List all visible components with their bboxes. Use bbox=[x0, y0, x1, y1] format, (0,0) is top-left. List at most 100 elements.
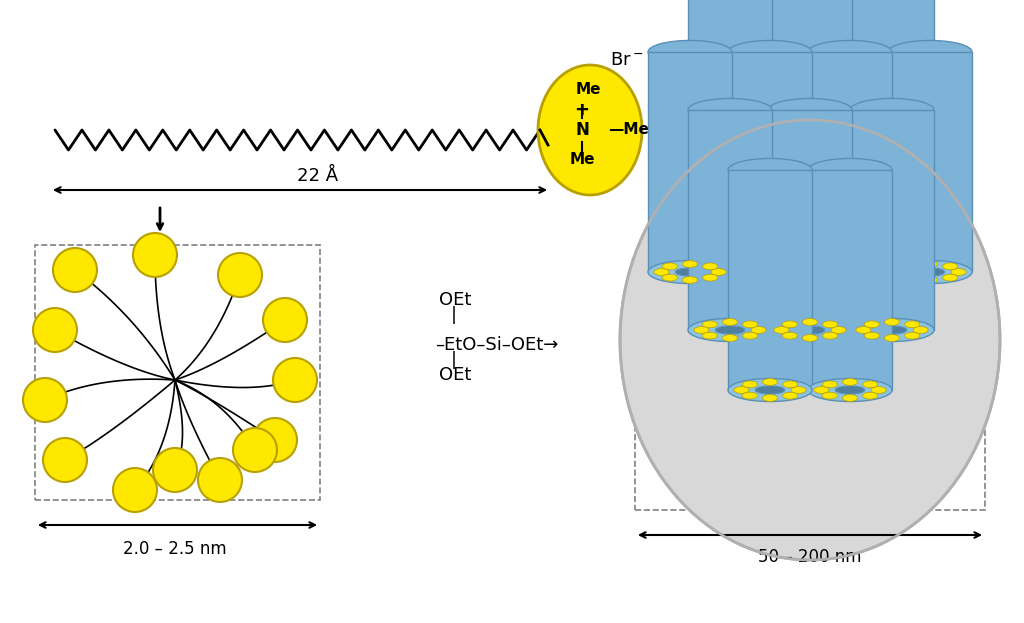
Ellipse shape bbox=[836, 268, 864, 276]
Bar bbox=[850, 0, 934, 215]
Ellipse shape bbox=[951, 269, 966, 275]
Ellipse shape bbox=[763, 394, 777, 401]
Ellipse shape bbox=[742, 217, 758, 224]
Bar bbox=[808, 52, 892, 272]
Ellipse shape bbox=[902, 274, 918, 281]
Ellipse shape bbox=[885, 204, 899, 211]
Ellipse shape bbox=[904, 217, 920, 224]
Ellipse shape bbox=[943, 263, 957, 270]
Ellipse shape bbox=[702, 217, 718, 224]
Text: —Me: —Me bbox=[608, 123, 649, 138]
Ellipse shape bbox=[803, 318, 817, 325]
Ellipse shape bbox=[756, 268, 784, 276]
Ellipse shape bbox=[822, 392, 838, 399]
Ellipse shape bbox=[716, 211, 744, 219]
Ellipse shape bbox=[862, 263, 878, 270]
Ellipse shape bbox=[888, 260, 972, 283]
Circle shape bbox=[233, 428, 278, 472]
Circle shape bbox=[253, 418, 297, 462]
Ellipse shape bbox=[782, 392, 798, 399]
Ellipse shape bbox=[768, 204, 852, 227]
Text: 2.0 – 2.5 nm: 2.0 – 2.5 nm bbox=[758, 38, 862, 56]
Ellipse shape bbox=[763, 379, 777, 386]
Ellipse shape bbox=[913, 212, 928, 219]
Ellipse shape bbox=[822, 206, 838, 212]
Ellipse shape bbox=[796, 211, 824, 219]
Ellipse shape bbox=[822, 321, 838, 328]
Ellipse shape bbox=[803, 219, 817, 226]
Ellipse shape bbox=[862, 381, 878, 388]
Ellipse shape bbox=[796, 326, 824, 334]
Ellipse shape bbox=[822, 332, 838, 339]
Ellipse shape bbox=[822, 381, 838, 388]
Ellipse shape bbox=[702, 263, 718, 270]
Text: |: | bbox=[451, 306, 457, 324]
Ellipse shape bbox=[782, 217, 798, 224]
Text: –EtO–Si–OEt→: –EtO–Si–OEt→ bbox=[435, 336, 558, 354]
Bar bbox=[888, 52, 972, 272]
Ellipse shape bbox=[923, 260, 938, 267]
Ellipse shape bbox=[814, 269, 829, 275]
Ellipse shape bbox=[688, 98, 772, 121]
Ellipse shape bbox=[808, 158, 892, 181]
Bar bbox=[768, 110, 852, 330]
Ellipse shape bbox=[716, 326, 744, 334]
Bar bbox=[808, 170, 892, 390]
Ellipse shape bbox=[782, 206, 798, 212]
Ellipse shape bbox=[885, 219, 899, 226]
Ellipse shape bbox=[728, 40, 812, 64]
Circle shape bbox=[263, 298, 307, 342]
Ellipse shape bbox=[711, 269, 726, 275]
Text: Me: Me bbox=[575, 82, 601, 98]
Ellipse shape bbox=[538, 65, 642, 195]
Bar bbox=[648, 52, 732, 272]
Text: N: N bbox=[575, 121, 589, 139]
Ellipse shape bbox=[822, 217, 838, 224]
Ellipse shape bbox=[723, 219, 737, 226]
Ellipse shape bbox=[702, 206, 718, 212]
Ellipse shape bbox=[751, 212, 766, 219]
Circle shape bbox=[43, 438, 87, 482]
Ellipse shape bbox=[688, 318, 772, 341]
Ellipse shape bbox=[878, 326, 906, 334]
Ellipse shape bbox=[620, 120, 1000, 560]
Circle shape bbox=[23, 378, 67, 422]
Ellipse shape bbox=[843, 379, 857, 386]
Circle shape bbox=[33, 308, 77, 352]
Ellipse shape bbox=[702, 274, 718, 281]
Ellipse shape bbox=[654, 269, 669, 275]
Ellipse shape bbox=[682, 277, 697, 283]
Bar bbox=[35, 245, 319, 500]
Ellipse shape bbox=[904, 206, 920, 212]
Ellipse shape bbox=[723, 335, 737, 341]
Text: |: | bbox=[451, 351, 457, 369]
Ellipse shape bbox=[871, 269, 886, 275]
Bar bbox=[768, 0, 852, 215]
Ellipse shape bbox=[742, 274, 758, 281]
Ellipse shape bbox=[742, 263, 758, 270]
Ellipse shape bbox=[843, 277, 857, 283]
Bar bbox=[688, 110, 772, 330]
Ellipse shape bbox=[702, 332, 718, 339]
Bar bbox=[688, 0, 772, 215]
Ellipse shape bbox=[808, 40, 892, 64]
Ellipse shape bbox=[675, 268, 705, 276]
Ellipse shape bbox=[768, 98, 852, 121]
Ellipse shape bbox=[782, 263, 798, 270]
Ellipse shape bbox=[888, 40, 972, 64]
Ellipse shape bbox=[723, 204, 737, 211]
Ellipse shape bbox=[742, 321, 758, 328]
Ellipse shape bbox=[782, 321, 798, 328]
Bar bbox=[850, 110, 934, 330]
Ellipse shape bbox=[808, 378, 892, 402]
Ellipse shape bbox=[915, 268, 945, 276]
Text: 2.0 – 2.5 nm: 2.0 – 2.5 nm bbox=[123, 540, 226, 558]
Ellipse shape bbox=[782, 381, 798, 388]
Ellipse shape bbox=[836, 386, 864, 394]
Ellipse shape bbox=[763, 260, 777, 267]
Ellipse shape bbox=[843, 394, 857, 401]
Ellipse shape bbox=[728, 158, 812, 181]
Ellipse shape bbox=[843, 260, 857, 267]
Circle shape bbox=[153, 448, 197, 492]
Ellipse shape bbox=[648, 260, 732, 283]
